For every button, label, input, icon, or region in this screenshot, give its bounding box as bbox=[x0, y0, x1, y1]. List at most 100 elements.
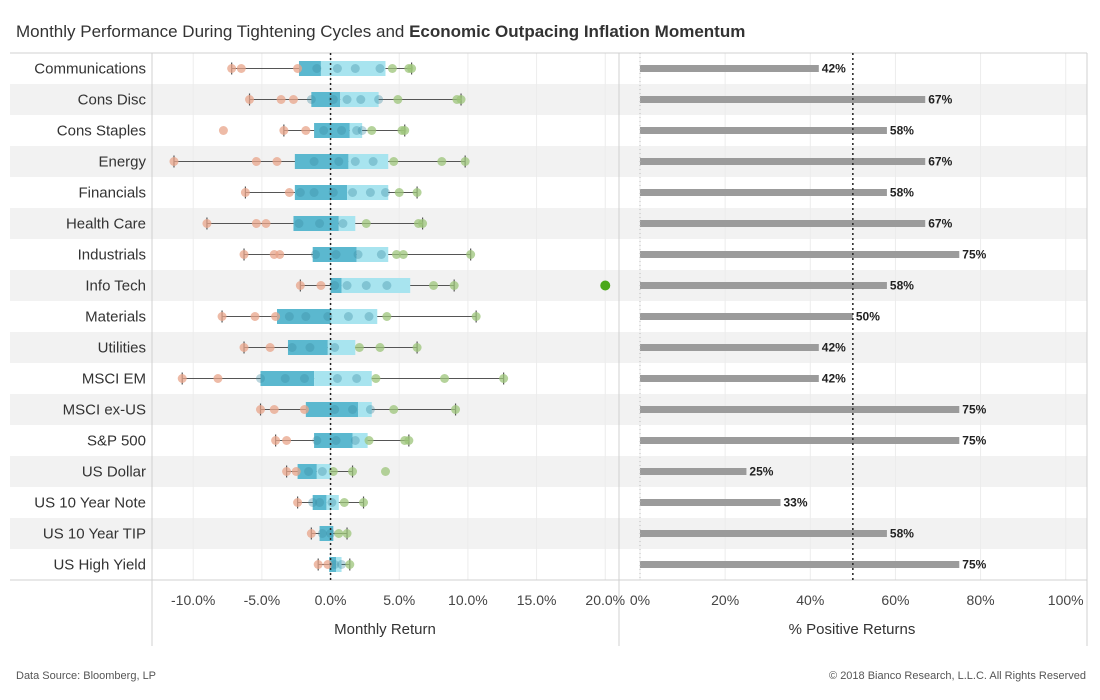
data-point bbox=[354, 343, 364, 352]
positive-return-bar bbox=[640, 344, 819, 351]
data-point bbox=[306, 95, 316, 104]
box-lower bbox=[311, 92, 341, 107]
box-upper bbox=[316, 464, 331, 479]
positive-return-bar bbox=[640, 468, 747, 475]
data-point bbox=[288, 95, 298, 104]
data-point bbox=[387, 64, 397, 73]
data-point bbox=[440, 374, 450, 383]
bar-x-axis-title: % Positive Returns bbox=[789, 621, 916, 638]
data-point bbox=[330, 343, 340, 352]
data-point bbox=[342, 95, 352, 104]
data-point bbox=[350, 157, 360, 166]
box-lower bbox=[287, 340, 328, 355]
data-point bbox=[364, 436, 374, 445]
box-upper bbox=[320, 61, 386, 76]
data-point bbox=[256, 374, 266, 383]
data-point bbox=[309, 157, 319, 166]
box-lower bbox=[314, 123, 350, 138]
data-point bbox=[328, 95, 338, 104]
box-upper bbox=[338, 216, 356, 231]
data-point bbox=[315, 219, 325, 228]
positive-return-bar bbox=[640, 220, 926, 227]
data-point bbox=[275, 250, 285, 259]
category-label: US High Yield bbox=[53, 557, 146, 574]
data-point bbox=[361, 219, 371, 228]
bar-data-label: 67% bbox=[928, 93, 952, 107]
positive-return-bar bbox=[640, 65, 819, 72]
data-point bbox=[272, 157, 282, 166]
data-point bbox=[308, 498, 318, 507]
category-label: Cons Staples bbox=[57, 123, 146, 140]
data-point bbox=[460, 157, 470, 166]
data-point bbox=[299, 374, 309, 383]
data-point bbox=[398, 250, 408, 259]
category-label: Utilities bbox=[98, 340, 146, 357]
chart-title-part2: Economic Outpacing Inflation Momentum bbox=[409, 22, 746, 41]
data-point bbox=[342, 529, 352, 538]
data-point bbox=[202, 219, 212, 228]
box-lower bbox=[294, 154, 349, 169]
data-point bbox=[294, 219, 304, 228]
bar-x-tick-label: 80% bbox=[967, 592, 995, 608]
data-point bbox=[293, 64, 303, 73]
category-label: Energy bbox=[98, 154, 146, 171]
data-point bbox=[316, 281, 326, 290]
data-point bbox=[375, 343, 385, 352]
footer-source: Data Source: Bloomberg, LP bbox=[16, 670, 157, 682]
data-point bbox=[276, 95, 286, 104]
positive-return-bar bbox=[640, 251, 960, 258]
data-point bbox=[256, 405, 266, 414]
data-point bbox=[382, 312, 392, 321]
box-lower bbox=[305, 402, 359, 417]
outlier-point bbox=[600, 280, 611, 291]
category-label: US Dollar bbox=[82, 464, 146, 481]
positive-return-bar bbox=[640, 313, 853, 320]
category-label: Health Care bbox=[66, 216, 146, 233]
bar-data-label: 67% bbox=[928, 217, 952, 231]
data-point bbox=[309, 188, 319, 197]
box-upper bbox=[352, 433, 368, 448]
data-point bbox=[391, 250, 401, 259]
data-point bbox=[293, 498, 303, 507]
data-point bbox=[374, 95, 384, 104]
box-upper bbox=[327, 340, 356, 355]
data-point bbox=[295, 281, 305, 290]
data-point bbox=[356, 95, 366, 104]
data-point bbox=[295, 188, 305, 197]
data-point bbox=[389, 157, 399, 166]
box-x-tick-label: 5.0% bbox=[383, 592, 415, 608]
bar-data-label: 42% bbox=[822, 341, 846, 355]
data-point bbox=[389, 405, 399, 414]
data-point bbox=[287, 343, 297, 352]
data-point bbox=[437, 157, 447, 166]
box-x-axis-title: Monthly Return bbox=[334, 621, 436, 638]
positive-return-bar bbox=[640, 127, 887, 134]
data-point bbox=[245, 95, 255, 104]
data-point bbox=[371, 374, 381, 383]
box-lower bbox=[293, 216, 339, 231]
positive-return-bar bbox=[640, 406, 960, 413]
data-point bbox=[393, 95, 403, 104]
box-lower bbox=[294, 185, 348, 200]
data-point bbox=[271, 436, 281, 445]
box-lower bbox=[260, 371, 315, 386]
bar-data-label: 50% bbox=[856, 310, 880, 324]
data-point bbox=[291, 467, 301, 476]
footer-copyright: © 2018 Bianco Research, L.L.C. All Right… bbox=[829, 670, 1086, 682]
data-point bbox=[269, 405, 279, 414]
data-point bbox=[239, 343, 249, 352]
box-lower bbox=[330, 278, 342, 293]
category-label: Industrials bbox=[78, 247, 146, 264]
data-point bbox=[327, 498, 337, 507]
category-label: Cons Disc bbox=[78, 92, 147, 109]
data-point bbox=[350, 64, 360, 73]
category-label: Info Tech bbox=[85, 278, 146, 295]
data-point bbox=[312, 436, 322, 445]
data-point bbox=[429, 281, 439, 290]
data-point bbox=[394, 188, 404, 197]
box-upper bbox=[341, 278, 411, 293]
box-upper bbox=[340, 92, 379, 107]
data-point bbox=[315, 498, 325, 507]
bar-x-tick-label: 0% bbox=[630, 592, 650, 608]
box-upper bbox=[330, 309, 378, 324]
